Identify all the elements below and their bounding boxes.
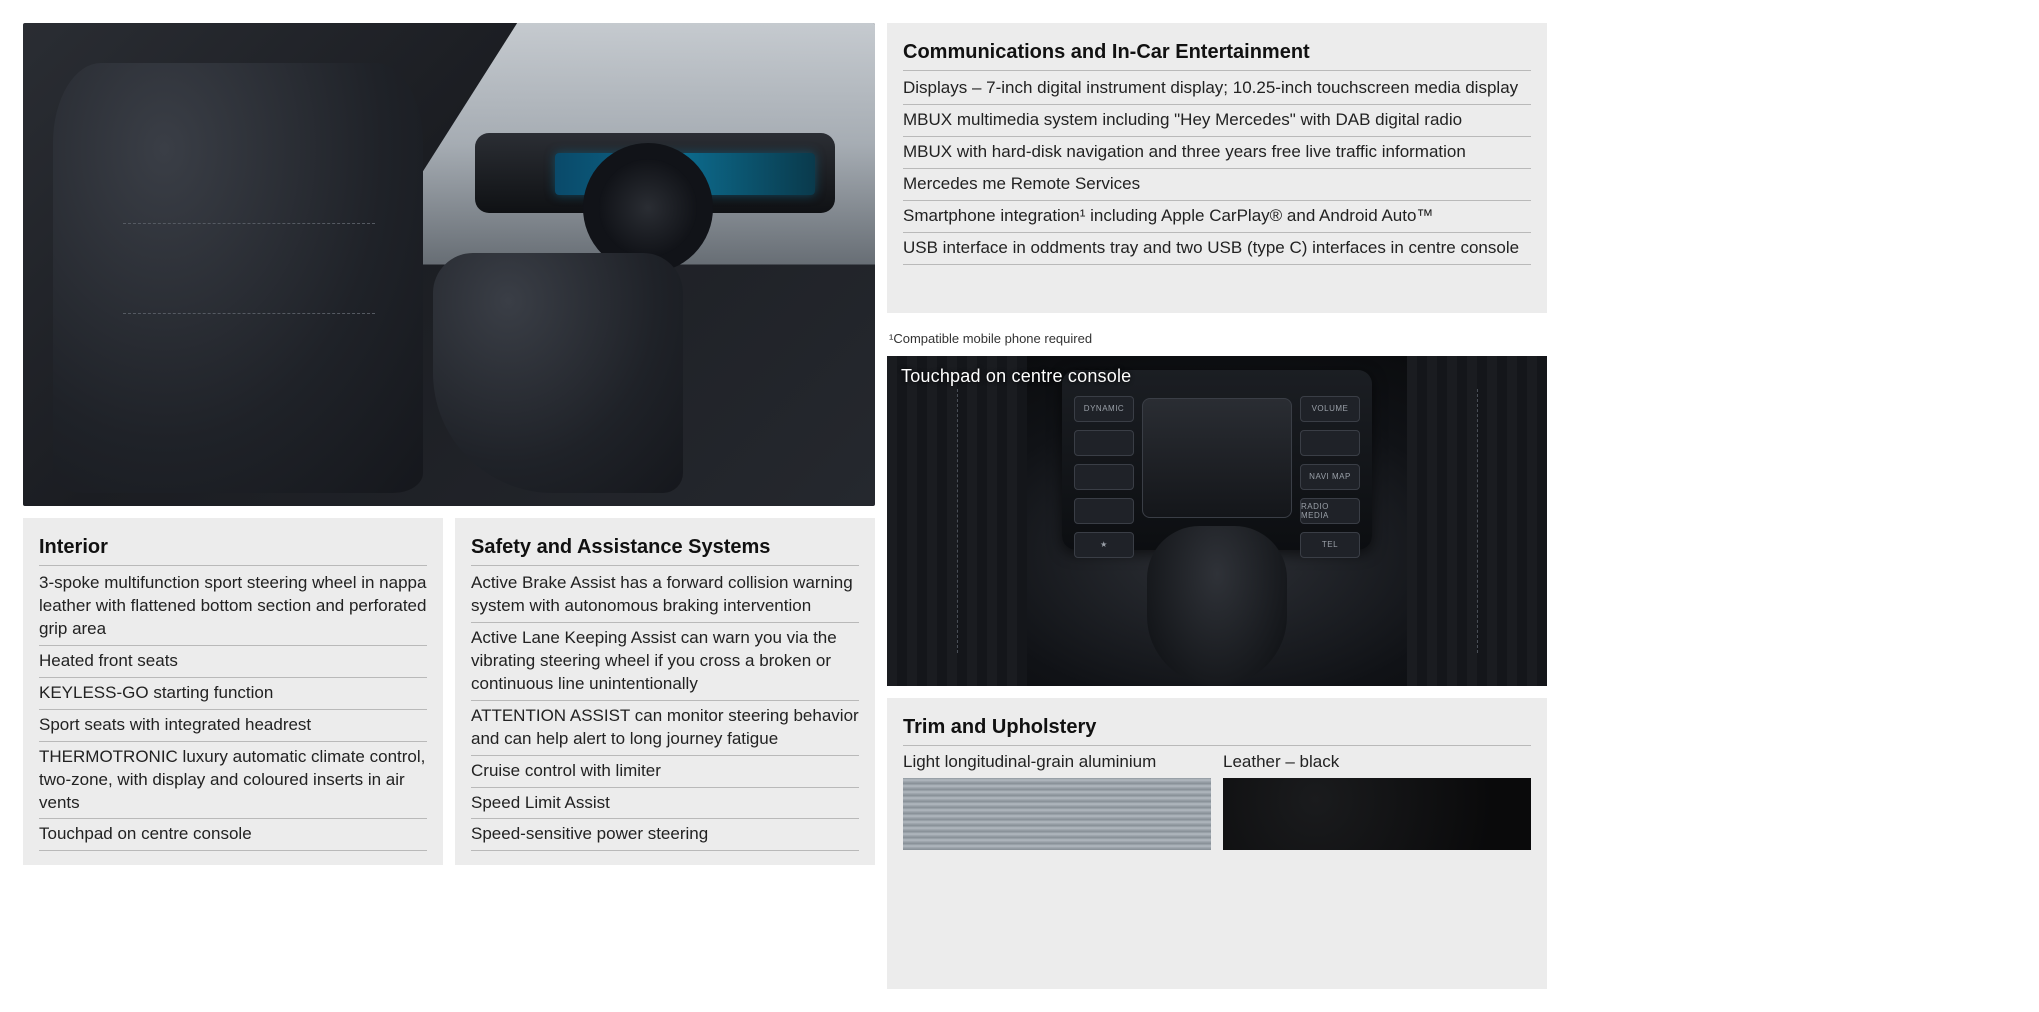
trim-item: Leather – black [1223,748,1531,850]
comms-item: MBUX multimedia system including "Hey Me… [903,105,1531,137]
tp-button: RADIO MEDIA [1300,498,1360,524]
tp-button [1300,430,1360,456]
interior-item: Sport seats with integrated headrest [39,710,427,742]
comms-item: USB interface in oddments tray and two U… [903,233,1531,265]
interior-item: Heated front seats [39,646,427,678]
trim-title: Trim and Upholstery [903,716,1531,746]
trim-swatch-leather [1223,778,1531,850]
comms-item: MBUX with hard-disk navigation and three… [903,137,1531,169]
tp-button: TEL [1300,532,1360,558]
interior-hero-image [23,23,875,506]
interior-item: 3-spoke multifunction sport steering whe… [39,568,427,646]
comms-footnote: ¹Compatible mobile phone required [889,331,1547,346]
comms-item: Smartphone integration¹ including Apple … [903,201,1531,233]
interior-item: THERMOTRONIC luxury automatic climate co… [39,742,427,820]
safety-item: Speed Limit Assist [471,788,859,820]
right-column: Communications and In-Car Entertainment … [887,23,1547,989]
interior-panel: Interior 3-spoke multifunction sport ste… [23,518,443,865]
tp-button [1074,464,1134,490]
comms-item: Displays – 7-inch digital instrument dis… [903,73,1531,105]
safety-item: ATTENTION ASSIST can monitor steering be… [471,701,859,756]
comms-panel: Communications and In-Car Entertainment … [887,23,1547,313]
trim-panel: Trim and Upholstery Light longitudinal-g… [887,698,1547,990]
trim-label: Leather – black [1223,748,1531,778]
tp-button [1074,498,1134,524]
interior-item: KEYLESS-GO starting function [39,678,427,710]
safety-title: Safety and Assistance Systems [471,536,859,566]
safety-item: Active Lane Keeping Assist can warn you … [471,623,859,701]
tp-button: ★ [1074,532,1134,558]
touchpad-caption: Touchpad on centre console [901,366,1131,387]
safety-item: Speed-sensitive power steering [471,819,859,851]
tp-button [1074,430,1134,456]
left-column: Interior 3-spoke multifunction sport ste… [23,23,875,989]
safety-item: Active Brake Assist has a forward collis… [471,568,859,623]
interior-item: Touchpad on centre console [39,819,427,851]
brochure-page: Interior 3-spoke multifunction sport ste… [23,23,2016,989]
trim-item: Light longitudinal-grain aluminium [903,748,1211,850]
safety-item: Cruise control with limiter [471,756,859,788]
trim-label: Light longitudinal-grain aluminium [903,748,1211,778]
trim-swatch-aluminium [903,778,1211,850]
comms-item: Mercedes me Remote Services [903,169,1531,201]
interior-title: Interior [39,536,427,566]
touchpad-image: DYNAMIC ★ VOLUME NAVI MAP RADIO MEDIA TE… [887,356,1547,686]
lower-panels-row: Interior 3-spoke multifunction sport ste… [23,518,875,865]
safety-panel: Safety and Assistance Systems Active Bra… [455,518,875,865]
comms-title: Communications and In-Car Entertainment [903,41,1531,71]
tp-button: VOLUME [1300,396,1360,422]
tp-button: DYNAMIC [1074,396,1134,422]
tp-button: NAVI MAP [1300,464,1360,490]
